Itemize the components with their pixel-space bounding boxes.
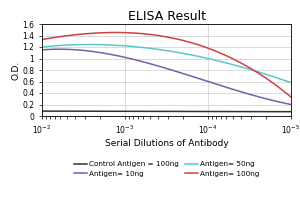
- Line: Control Antigen = 100ng: Control Antigen = 100ng: [42, 111, 291, 112]
- Control Antigen = 100ng: [188, 110, 192, 113]
- Antigen= 100ng: [40, 38, 44, 41]
- Antigen= 50ng: [88, 43, 91, 46]
- Antigen= 10ng: [40, 49, 44, 51]
- Antigen= 50ng: [40, 46, 44, 48]
- Antigen= 100ng: [267, 79, 270, 81]
- Y-axis label: O.D.: O.D.: [12, 60, 21, 80]
- Line: Antigen= 10ng: Antigen= 10ng: [42, 49, 291, 104]
- X-axis label: Serial Dilutions of Antibody: Serial Dilutions of Antibody: [105, 139, 228, 148]
- Antigen= 50ng: [289, 81, 293, 84]
- Antigen= 10ng: [189, 75, 193, 77]
- Antigen= 50ng: [41, 46, 45, 48]
- Antigen= 50ng: [251, 69, 254, 71]
- Control Antigen = 100ng: [266, 110, 269, 113]
- Antigen= 10ng: [267, 98, 270, 101]
- Control Antigen = 100ng: [41, 110, 45, 112]
- Antigen= 100ng: [194, 43, 197, 45]
- Antigen= 100ng: [188, 41, 192, 44]
- Antigen= 50ng: [188, 54, 192, 56]
- Antigen= 100ng: [113, 31, 117, 34]
- Antigen= 50ng: [267, 74, 270, 76]
- Antigen= 100ng: [189, 41, 193, 44]
- Antigen= 10ng: [41, 49, 45, 51]
- Control Antigen = 100ng: [40, 110, 44, 112]
- Antigen= 100ng: [251, 68, 254, 71]
- Antigen= 10ng: [194, 76, 197, 79]
- Control Antigen = 100ng: [193, 110, 196, 113]
- Line: Antigen= 100ng: Antigen= 100ng: [42, 32, 291, 97]
- Line: Antigen= 50ng: Antigen= 50ng: [42, 45, 291, 83]
- Antigen= 10ng: [188, 75, 192, 77]
- Antigen= 10ng: [289, 103, 293, 106]
- Legend: Control Antigen = 100ng, Antigen= 10ng, Antigen= 50ng, Antigen= 100ng: Control Antigen = 100ng, Antigen= 10ng, …: [74, 161, 259, 177]
- Antigen= 50ng: [194, 55, 197, 57]
- Control Antigen = 100ng: [289, 110, 293, 113]
- Antigen= 10ng: [251, 94, 254, 96]
- Antigen= 10ng: [58, 48, 61, 50]
- Antigen= 100ng: [41, 38, 45, 41]
- Antigen= 50ng: [189, 54, 193, 56]
- Control Antigen = 100ng: [188, 110, 191, 113]
- Control Antigen = 100ng: [250, 110, 254, 113]
- Antigen= 100ng: [289, 96, 293, 98]
- Title: ELISA Result: ELISA Result: [128, 10, 206, 23]
